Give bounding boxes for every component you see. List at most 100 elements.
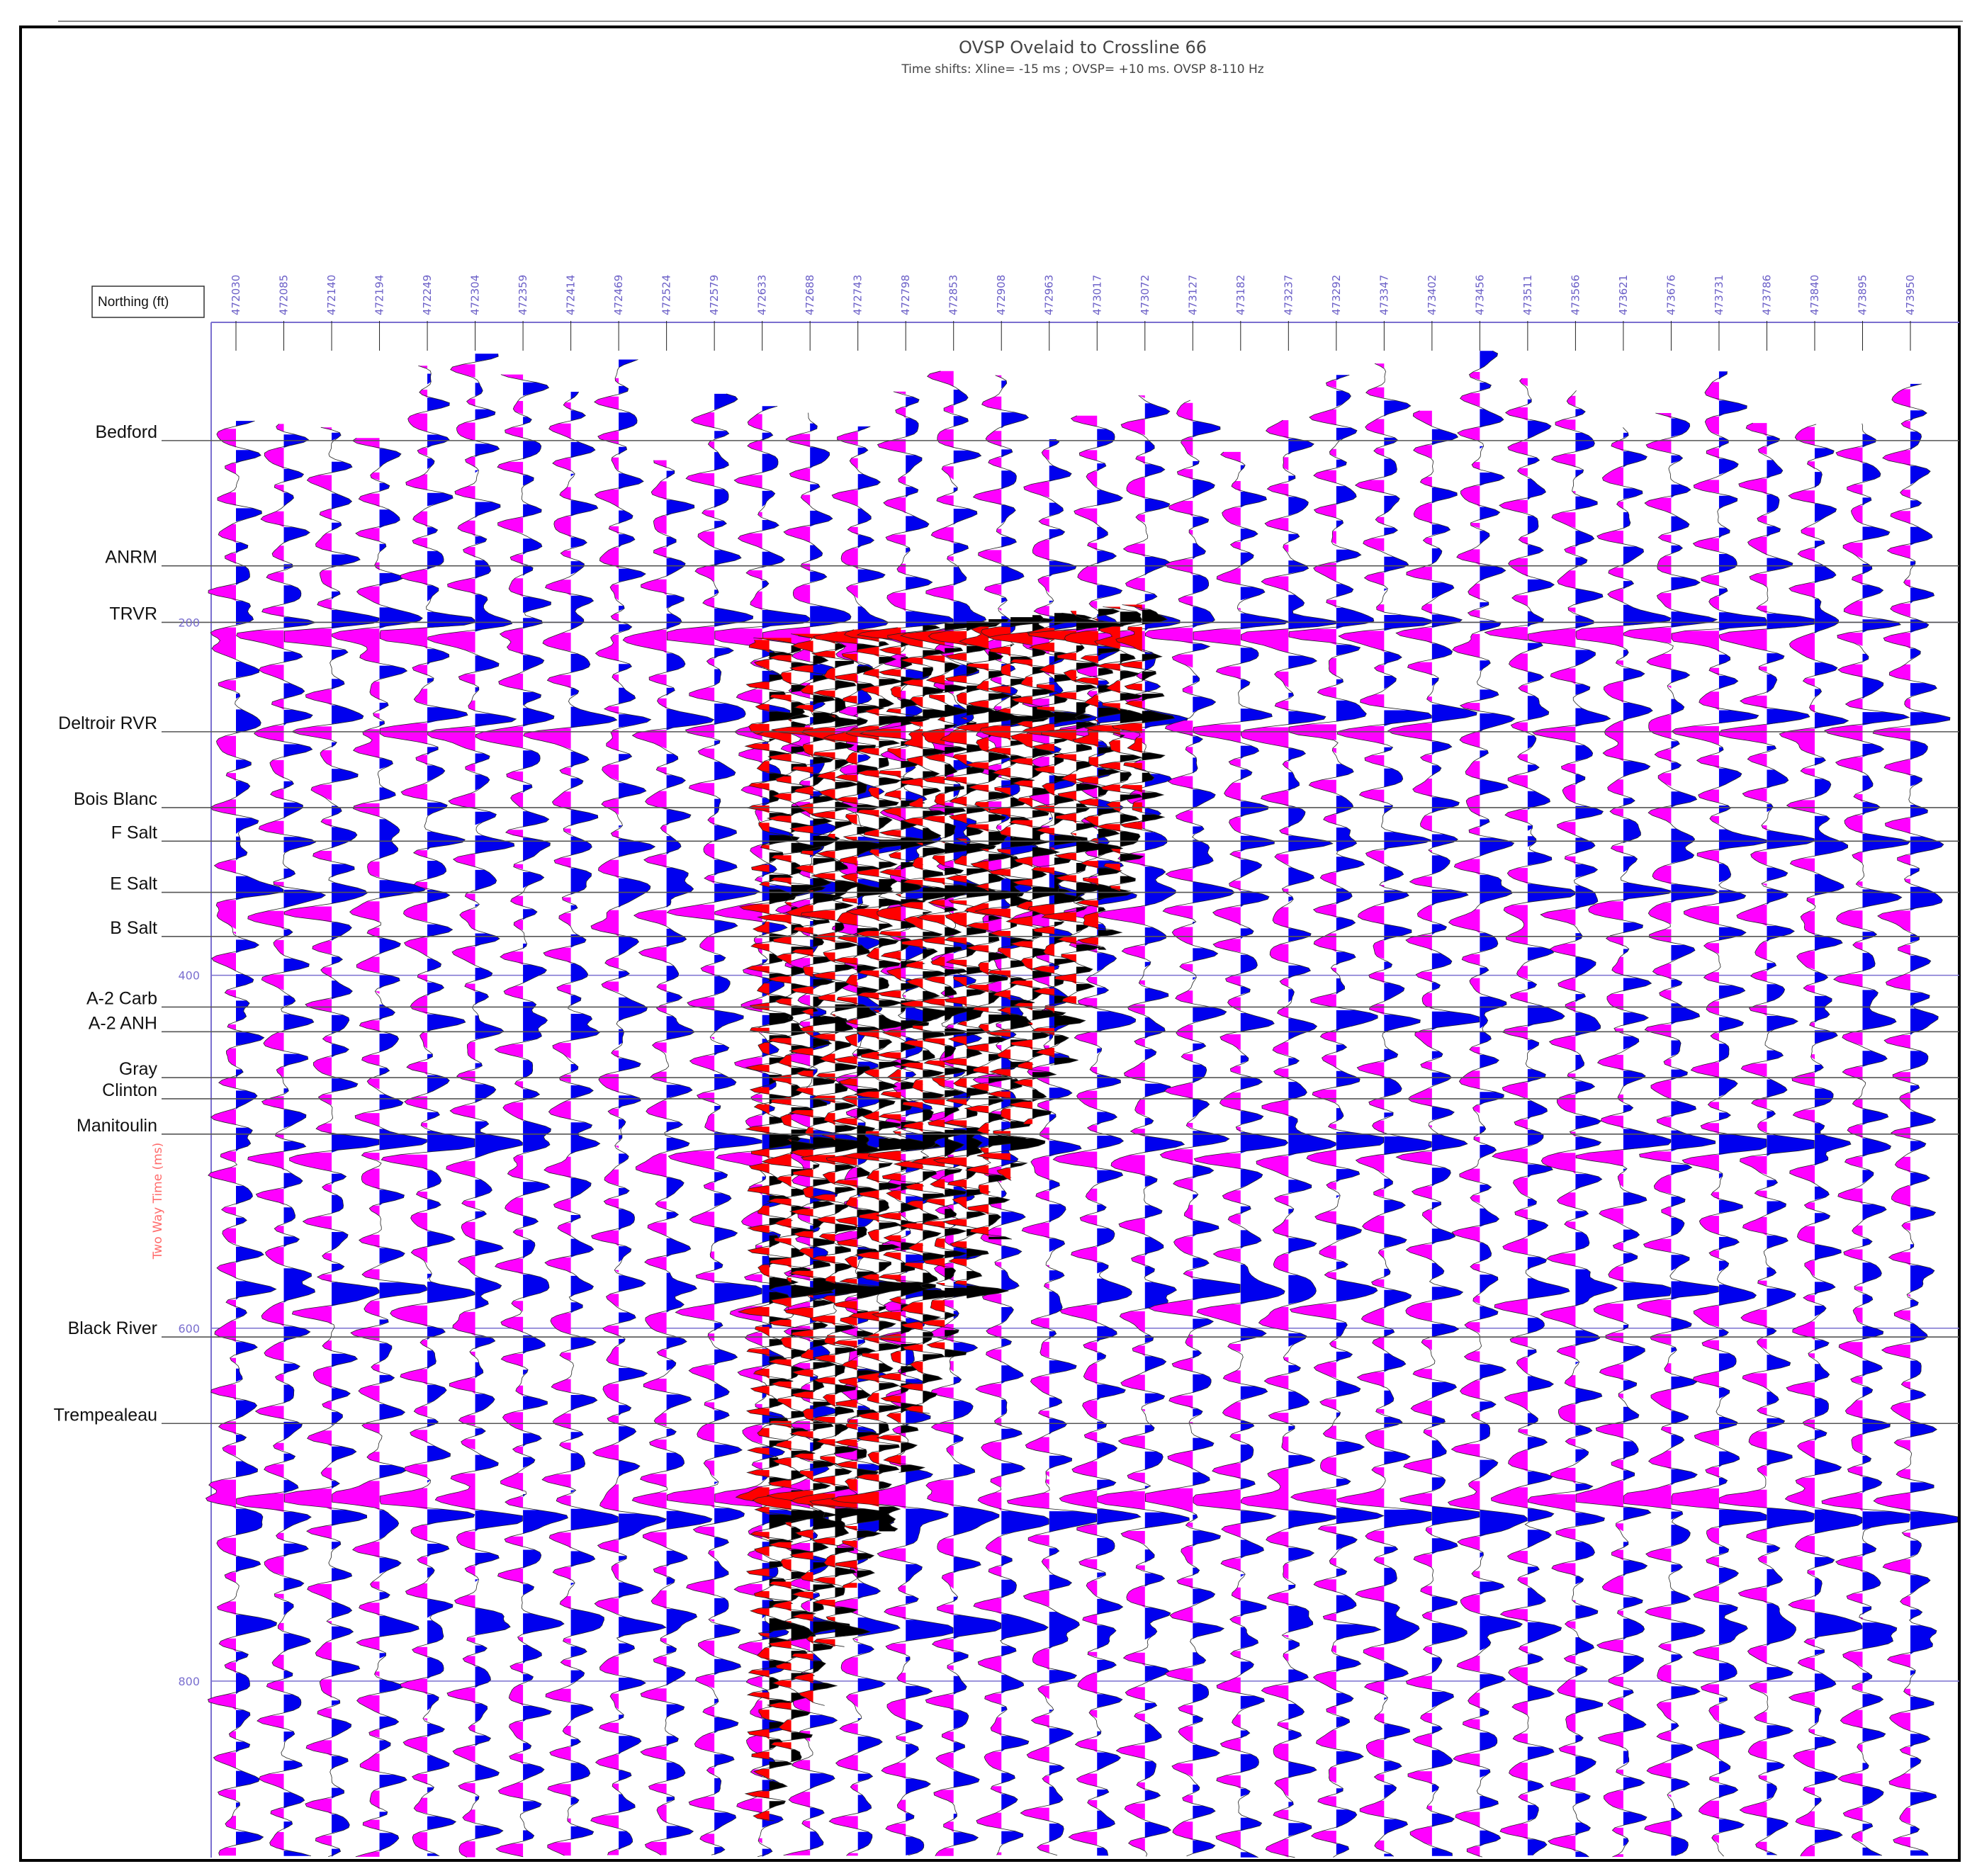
x-tick-label: 472469 <box>612 275 625 315</box>
trace-472469-negative-fill <box>590 378 619 1855</box>
ovsp-trace-2-positive-fill <box>813 655 861 1706</box>
x-tick-label: 473237 <box>1282 275 1295 315</box>
horizon-label: E Salt <box>110 874 157 894</box>
figure-frame <box>19 26 1961 1862</box>
ovsp-trace-16-wiggle <box>1084 606 1150 891</box>
x-tick-label: 472798 <box>899 275 912 315</box>
trace-473127-positive-fill <box>1193 421 1241 1854</box>
trace-473621-positive-fill <box>1623 432 1671 1846</box>
x-tick-label: 473017 <box>1091 275 1103 315</box>
trace-473347-positive-fill <box>1384 400 1432 1857</box>
x-tick-label: 473786 <box>1760 275 1773 315</box>
horizon-label: Trempealeau <box>54 1405 157 1425</box>
trace-473237-wiggle <box>1241 419 1336 1858</box>
trace-472414-positive-fill <box>570 392 619 1840</box>
trace-472140-negative-fill <box>284 427 332 1857</box>
ovsp-trace-0-wiggle <box>735 640 810 1821</box>
x-tick-label: 473127 <box>1186 275 1199 315</box>
x-tick-label: 472085 <box>278 275 291 315</box>
ovsp-trace-5-negative-fill <box>831 629 879 1507</box>
horizon-label: Bedford <box>95 422 157 442</box>
trace-472140-positive-fill <box>332 432 379 1857</box>
ovsp-trace-17-negative-fill <box>1112 604 1142 830</box>
horizon-label: ANRM <box>105 548 157 567</box>
trace-473017-wiggle <box>1049 415 1143 1856</box>
trace-473621-wiggle <box>1575 427 1672 1858</box>
x-tick-label: 473566 <box>1569 275 1582 315</box>
ovsp-trace-6-wiggle <box>856 627 942 1473</box>
x-tick-label: 473072 <box>1139 275 1151 315</box>
x-tick-label: 472030 <box>230 275 242 315</box>
ovsp-trace-16-positive-fill <box>1120 611 1149 891</box>
x-tick-label: 473840 <box>1808 275 1821 315</box>
ovsp-trace-11-wiggle <box>974 616 1055 1181</box>
x-tick-label: 472359 <box>517 275 529 315</box>
x-tick-label: 473731 <box>1713 275 1725 315</box>
horizon-label: Manitoulin <box>77 1116 157 1136</box>
trace-473402-wiggle <box>1387 410 1480 1856</box>
trace-472469-wiggle <box>590 359 667 1855</box>
ovsp-trace-14-wiggle <box>1028 611 1112 1007</box>
ovsp-trace-14-positive-fill <box>1076 618 1111 1007</box>
ovsp-trace-9-positive-fill <box>967 621 1009 1299</box>
ovsp-trace-13-negative-fill <box>1022 628 1054 1066</box>
trace-472030-negative-fill <box>205 429 236 1856</box>
horizon-label: A-2 ANH <box>89 1013 157 1033</box>
trace-473731-wiggle <box>1671 371 1767 1857</box>
x-tick-label: 473347 <box>1378 275 1390 315</box>
x-axis-title: Northing (ft) <box>98 295 169 310</box>
trace-473511-positive-fill <box>1527 399 1575 1855</box>
trace-472963-negative-fill <box>1007 449 1049 1853</box>
horizon-label: A-2 Carb <box>86 988 157 1008</box>
trace-472524-wiggle <box>622 460 715 1855</box>
trace-473676-positive-fill <box>1671 418 1719 1856</box>
x-tick-label: 473895 <box>1856 275 1869 315</box>
x-tick-label: 472140 <box>325 275 338 315</box>
trace-472633-positive-fill <box>762 406 810 1857</box>
trace-473456-negative-fill <box>1448 372 1480 1858</box>
trace-472249-positive-fill <box>427 373 475 1856</box>
ovsp-trace-1-negative-fill <box>753 638 792 1750</box>
trace-472085-wiggle <box>236 424 327 1857</box>
ovsp-trace-5-positive-fill <box>879 642 921 1532</box>
ovsp-trace-13-positive-fill <box>1054 613 1093 1066</box>
trace-473731-positive-fill <box>1718 371 1767 1857</box>
x-tick-label: 472908 <box>995 275 1008 315</box>
trace-472743-positive-fill <box>857 426 906 1850</box>
trace-472853-wiggle <box>924 371 1001 1856</box>
trace-472304-wiggle <box>427 354 523 1858</box>
ovsp-trace-7-wiggle <box>887 625 957 1414</box>
x-tick-label: 472743 <box>852 275 864 315</box>
trace-473292-positive-fill <box>1336 375 1384 1855</box>
trace-472304-negative-fill <box>427 364 475 1858</box>
horizon-label: Clinton <box>102 1080 157 1100</box>
x-tick-label: 473182 <box>1234 275 1247 315</box>
y-tick-label: 200 <box>178 616 200 629</box>
ovsp-trace-4-positive-fill <box>857 644 894 1578</box>
ovsp-trace-6-positive-fill <box>901 642 941 1473</box>
x-tick-label: 472194 <box>373 275 386 315</box>
y-tick-label: 800 <box>178 1675 200 1688</box>
ovsp-trace-9-wiggle <box>928 621 1009 1299</box>
trace-473237-positive-fill <box>1288 439 1336 1858</box>
trace-473950-wiggle <box>1872 383 1959 1856</box>
trace-473566-wiggle <box>1528 390 1618 1858</box>
ovsp-trace-17-positive-fill <box>1142 609 1175 832</box>
trace-473402-positive-fill <box>1431 429 1480 1856</box>
trace-473017-positive-fill <box>1097 429 1142 1856</box>
ovsp-trace-13-wiggle <box>1021 612 1093 1066</box>
trace-473182-wiggle <box>1193 451 1289 1858</box>
trace-472194-positive-fill <box>379 448 427 1852</box>
x-tick-label: 472414 <box>565 275 578 315</box>
x-tick-label: 473511 <box>1521 275 1534 315</box>
trace-472414-wiggle <box>523 391 619 1856</box>
ovsp-trace-15-negative-fill <box>1064 618 1098 945</box>
trace-473347-wiggle <box>1336 363 1432 1857</box>
x-tick-label: 473402 <box>1426 275 1438 315</box>
x-tick-label: 472579 <box>708 275 721 315</box>
x-tick-label: 472853 <box>947 275 960 315</box>
trace-473895-wiggle <box>1821 423 1911 1856</box>
ovsp-trace-10-wiggle <box>954 618 1033 1240</box>
trace-472140-wiggle <box>283 426 380 1858</box>
